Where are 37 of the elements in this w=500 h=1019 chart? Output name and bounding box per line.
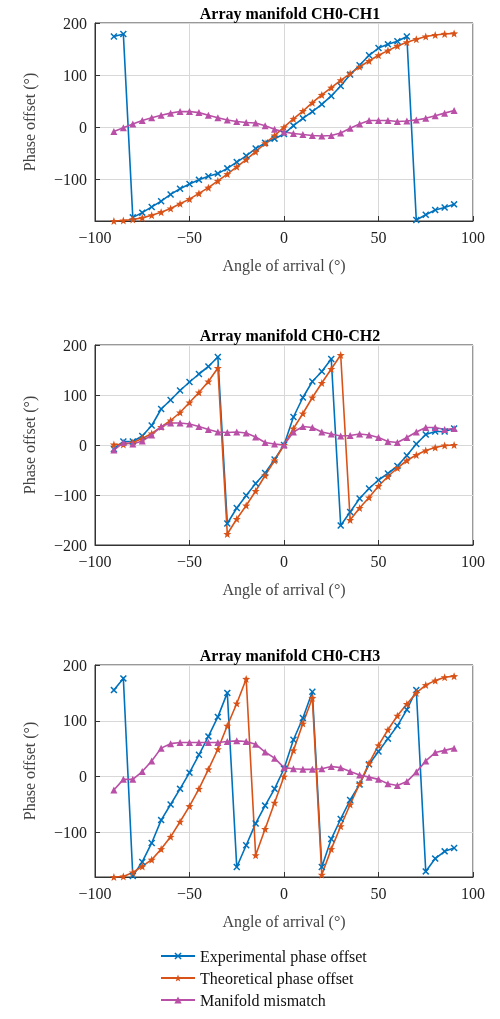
x-axis-title: Angle of arrival (°) bbox=[222, 256, 346, 275]
legend-label: Manifold mismatch bbox=[200, 991, 326, 1009]
x-tick-label: 0 bbox=[280, 228, 288, 246]
x-tick-label: 0 bbox=[280, 884, 288, 902]
y-axis-title: Phase offset (°) bbox=[20, 721, 39, 821]
x-tick-label: 50 bbox=[370, 552, 387, 570]
y-tick-label: −100 bbox=[53, 823, 87, 841]
x-tick-label: −50 bbox=[176, 884, 203, 902]
legend-label: Theoretical phase offset bbox=[200, 969, 354, 988]
x-tick-label: 100 bbox=[461, 884, 485, 902]
y-tick-label: 100 bbox=[63, 66, 87, 84]
y-tick-label: 200 bbox=[63, 336, 87, 354]
y-tick-label: −100 bbox=[53, 170, 87, 188]
y-tick-label: 100 bbox=[63, 386, 87, 404]
y-tick-label: −200 bbox=[53, 536, 87, 554]
y-tick-label: −100 bbox=[53, 486, 87, 504]
y-axis-title: Phase offset (°) bbox=[20, 72, 39, 172]
chart-title: Array manifold CH0-CH3 bbox=[199, 646, 381, 665]
y-tick-label: 200 bbox=[63, 656, 87, 674]
y-tick-label: 200 bbox=[63, 14, 87, 32]
chart-title: Array manifold CH0-CH1 bbox=[199, 4, 381, 23]
x-tick-label: −50 bbox=[176, 552, 203, 570]
x-axis-title: Angle of arrival (°) bbox=[222, 912, 346, 931]
x-tick-label: 100 bbox=[461, 228, 485, 246]
x-tick-label: 50 bbox=[370, 228, 387, 246]
x-tick-label: −50 bbox=[176, 228, 203, 246]
chart-title: Array manifold CH0-CH2 bbox=[199, 326, 381, 345]
x-tick-label: 100 bbox=[461, 552, 485, 570]
legend-label: Experimental phase offset bbox=[200, 947, 368, 966]
x-tick-label: 50 bbox=[370, 884, 387, 902]
y-tick-label: 0 bbox=[79, 768, 87, 786]
x-axis-title: Angle of arrival (°) bbox=[222, 580, 346, 599]
y-axis-title: Phase offset (°) bbox=[20, 395, 39, 495]
y-tick-label: 100 bbox=[63, 712, 87, 730]
y-tick-label: 0 bbox=[79, 436, 87, 454]
y-tick-label: 0 bbox=[79, 118, 87, 136]
x-tick-label: 0 bbox=[280, 552, 288, 570]
